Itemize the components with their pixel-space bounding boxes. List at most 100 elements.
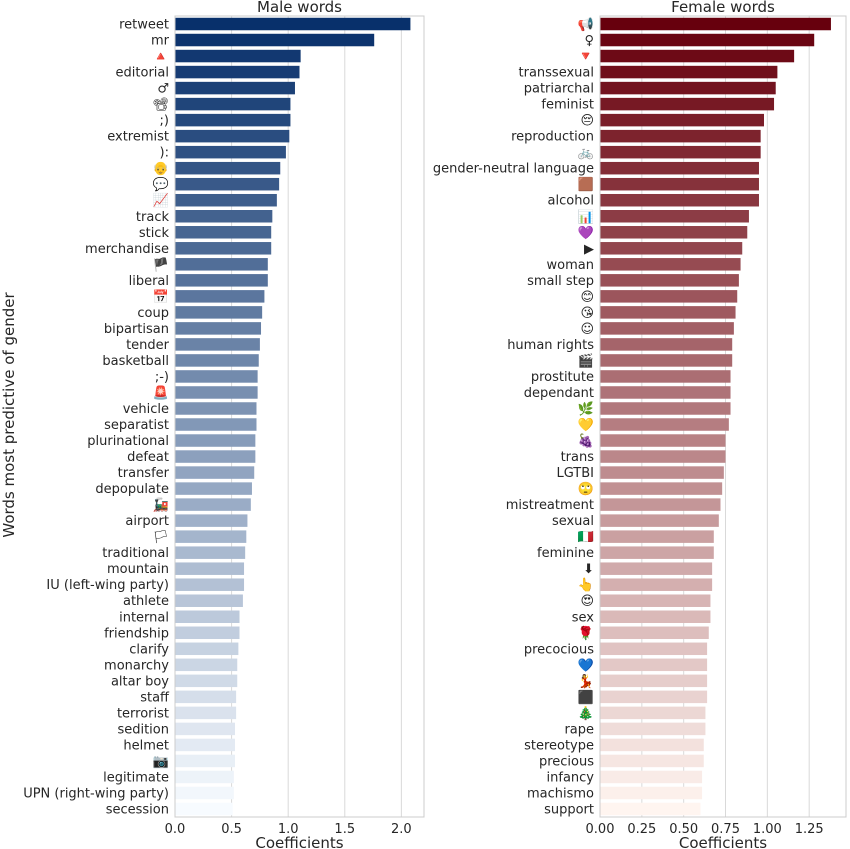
male-bar <box>175 738 235 752</box>
female-category-label: precocious <box>524 642 594 657</box>
male-bar <box>175 290 265 303</box>
male-category-label: legitimate <box>103 770 169 785</box>
female-category-label: 📊 <box>578 209 594 225</box>
male-category-label: coup <box>137 306 169 321</box>
male-bar <box>175 594 243 607</box>
female-category-label: ⬇ <box>583 562 594 577</box>
male-bar <box>175 418 257 431</box>
female-category-label: 🇮🇹 <box>578 530 594 545</box>
female-plot-frame <box>599 15 847 818</box>
female-category-label: transsexual <box>519 66 594 81</box>
male-category-label: IU (left-wing party) <box>46 578 169 593</box>
female-bar <box>600 706 706 720</box>
male-bar <box>175 514 248 527</box>
female-category-label: sexual <box>552 514 594 529</box>
female-bar <box>600 226 748 239</box>
male-category-label: 📷 <box>153 754 169 769</box>
male-bar <box>175 498 251 511</box>
female-category-label: 🎬 <box>578 353 594 369</box>
male-bar <box>175 642 239 656</box>
male-bar <box>175 578 245 591</box>
female-category-label: 🚲 <box>578 146 594 161</box>
male-category-label: bipartisan <box>104 322 169 337</box>
male-bar <box>175 722 235 736</box>
female-bar <box>600 306 736 319</box>
male-category-label: mountain <box>107 562 169 577</box>
male-category-label: ): <box>160 146 169 161</box>
male-bar <box>175 450 256 463</box>
male-bar <box>175 113 291 127</box>
female-bar <box>600 145 761 159</box>
female-bar <box>600 610 711 623</box>
male-x-tick-label: 0.5 <box>221 822 242 837</box>
male-x-tick-label: 1.5 <box>334 822 355 837</box>
female-category-label: 😘 <box>580 306 594 321</box>
male-panel-title: Male words <box>257 0 342 16</box>
male-category-label: airport <box>125 514 169 529</box>
female-category-label: ☺ <box>580 322 594 337</box>
male-bar <box>175 322 262 335</box>
male-bar <box>175 97 291 111</box>
male-bar <box>175 770 234 784</box>
female-category-label: small step <box>527 274 594 289</box>
male-category-label: depopulate <box>95 482 169 497</box>
female-category-label: precious <box>539 754 594 769</box>
female-bar <box>600 338 733 351</box>
female-category-label: patriarchal <box>524 82 594 97</box>
female-bar <box>600 658 708 672</box>
female-x-tick-label: 0.75 <box>711 822 740 837</box>
female-bar <box>600 514 719 527</box>
male-x-tick-label: 2.0 <box>391 822 412 837</box>
male-bar <box>175 690 237 704</box>
female-bar <box>600 642 708 656</box>
female-bar <box>600 322 734 335</box>
male-bar <box>175 210 273 223</box>
female-bar <box>600 770 703 784</box>
male-category-label: UPN (right-wing party) <box>23 786 169 801</box>
male-category-label: secession <box>106 802 169 817</box>
male-category-label: clarify <box>129 642 169 657</box>
female-category-label: dependant <box>524 386 594 401</box>
female-bar <box>600 258 741 271</box>
male-bar <box>175 802 233 816</box>
male-x-tick-label: 0.0 <box>165 822 186 837</box>
male-category-label: helmet <box>123 738 169 753</box>
female-bar <box>600 530 714 543</box>
male-bar <box>175 434 256 447</box>
female-category-label: 💛 <box>578 417 595 433</box>
female-bar <box>600 210 749 223</box>
male-category-label: extremist <box>107 130 169 145</box>
female-bar <box>600 177 759 191</box>
male-category-label: separatist <box>104 418 169 433</box>
female-category-label: 😍 <box>580 594 594 609</box>
female-category-label: mistreatment <box>506 498 594 513</box>
female-category-label: machismo <box>527 786 594 801</box>
female-category-label: gender-neutral language <box>433 162 594 177</box>
female-bar <box>600 370 731 383</box>
female-category-label: woman <box>547 258 594 273</box>
male-bar <box>175 17 411 31</box>
male-category-label: mr <box>151 34 170 49</box>
female-bar <box>600 193 759 207</box>
male-category-label: ;-) <box>155 370 169 385</box>
male-bar <box>175 370 258 383</box>
male-category-label: athlete <box>123 594 169 609</box>
female-category-label: reproduction <box>511 130 594 145</box>
female-bar <box>600 33 815 47</box>
female-category-label: stereotype <box>524 738 594 753</box>
female-bar <box>600 802 701 816</box>
female-bar <box>600 97 775 111</box>
male-bar <box>175 674 238 688</box>
female-category-label: support <box>544 802 594 817</box>
male-bar <box>175 338 260 351</box>
female-x-tick-label: 0.25 <box>627 822 656 837</box>
female-bar <box>600 754 704 768</box>
female-category-label: 🌿 <box>578 401 594 417</box>
male-bar <box>175 306 263 319</box>
male-category-label: terrorist <box>117 706 169 721</box>
male-bar <box>175 610 240 623</box>
female-x-tick-label: 0.50 <box>669 822 698 837</box>
female-category-label: sex <box>572 610 595 625</box>
female-bar <box>600 450 726 463</box>
male-category-label: ♂ <box>157 82 169 97</box>
